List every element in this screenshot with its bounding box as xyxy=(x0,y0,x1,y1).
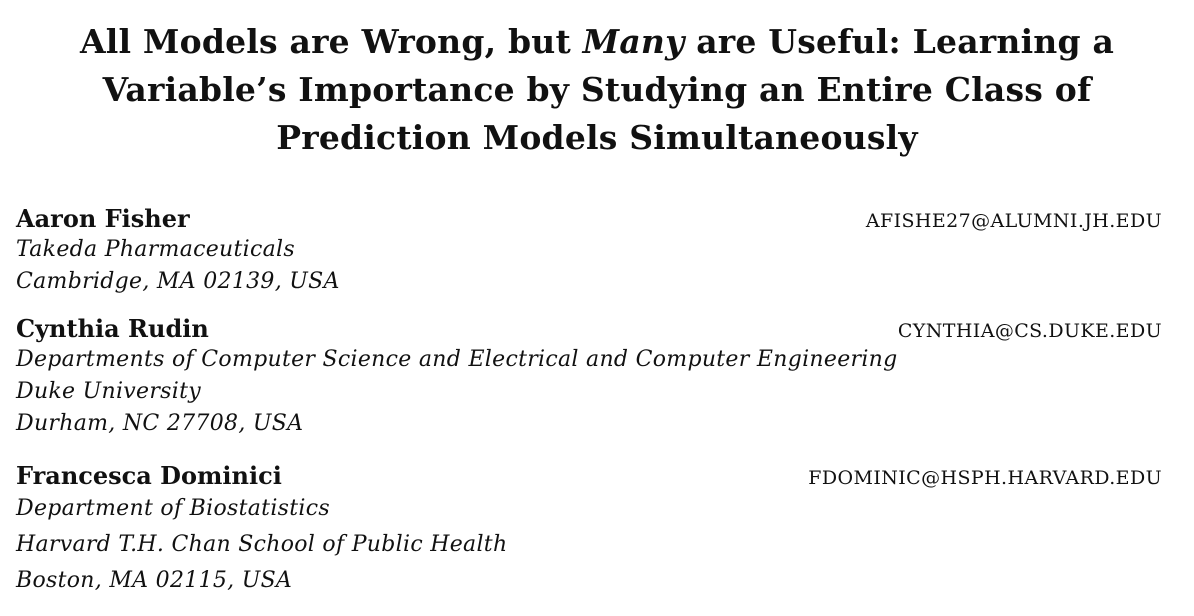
title-line-1-end: are Useful: Learning a xyxy=(696,22,1115,61)
author-email[interactable]: AFISHE27@ALUMNI.JH.EDU xyxy=(865,210,1162,232)
author-name: Francesca Dominici xyxy=(16,461,282,490)
author-affiliation-line: Boston, MA 02115, USA xyxy=(16,568,293,593)
title-line-3: Prediction Models Simultaneously xyxy=(276,118,918,157)
author-name: Cynthia Rudin xyxy=(16,314,209,343)
title-emphasis: Many xyxy=(582,22,685,61)
author-affiliation-line: Harvard T.H. Chan School of Public Healt… xyxy=(16,532,508,557)
title-line-1: All Models are Wrong, but Many are Usefu… xyxy=(0,18,1194,66)
author-block-dominici: Francesca Dominici FDOMINIC@HSPH.HARVARD… xyxy=(16,461,1162,599)
author-email[interactable]: FDOMINIC@HSPH.HARVARD.EDU xyxy=(808,467,1162,489)
author-affiliation-line: Takeda Pharmaceuticals xyxy=(16,237,295,262)
author-affiliation-line: Durham, NC 27708, USA xyxy=(16,411,304,436)
author-name: Aaron Fisher xyxy=(16,204,190,233)
author-email[interactable]: CYNTHIA@CS.DUKE.EDU xyxy=(897,320,1162,342)
paper-title: All Models are Wrong, but Many are Usefu… xyxy=(0,18,1194,162)
title-line-1-start: All Models are Wrong, but xyxy=(79,22,571,61)
author-affiliation-line: Cambridge, MA 02139, USA xyxy=(16,269,340,294)
title-line-2: Variable’s Importance by Studying an Ent… xyxy=(102,70,1092,109)
author-block-fisher: Aaron Fisher AFISHE27@ALUMNI.JH.EDU Take… xyxy=(16,204,1162,298)
author-block-rudin: Cynthia Rudin CYNTHIA@CS.DUKE.EDU Depart… xyxy=(16,314,1162,440)
author-affiliation-line: Departments of Computer Science and Elec… xyxy=(16,347,898,372)
author-affiliation-line: Duke University xyxy=(16,379,201,404)
author-affiliation-line: Department of Biostatistics xyxy=(16,496,330,521)
